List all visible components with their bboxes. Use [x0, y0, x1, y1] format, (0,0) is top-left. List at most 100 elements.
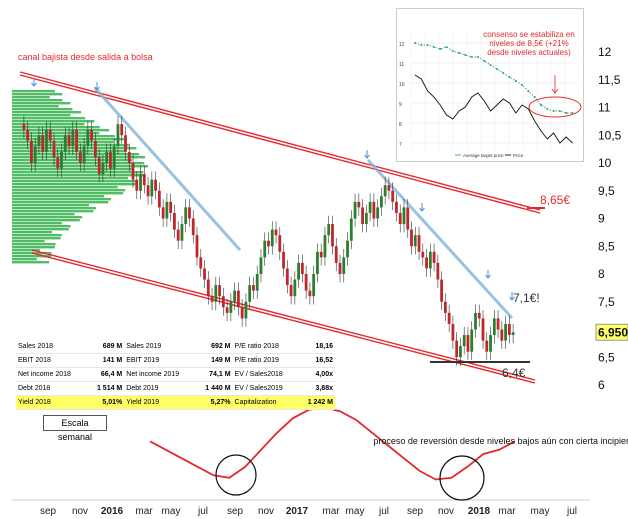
channel-line	[19, 74, 541, 214]
inset-svg: 12 11 10 9 8 7 consenso se estabiliza en nivele…	[397, 9, 583, 161]
candle-body	[180, 224, 184, 241]
arrow-icon	[509, 292, 515, 301]
profile-bar	[12, 192, 124, 195]
candle-body	[139, 174, 142, 191]
x-tick-label: jul	[566, 506, 577, 517]
candle-body	[41, 135, 45, 152]
candle-body	[252, 285, 255, 291]
arrow-icon	[364, 150, 370, 159]
profile-bar	[12, 93, 63, 96]
inset-title: consenso se estabiliza en niveles de 8,5€…	[483, 30, 575, 57]
candle-body	[334, 246, 338, 263]
candle-body	[75, 129, 78, 152]
candle-body	[67, 135, 71, 147]
candle-body	[346, 240, 349, 258]
candle-body	[466, 335, 470, 352]
candlesticks	[22, 115, 515, 366]
x-tick-label: sep	[407, 506, 424, 517]
profile-bar	[12, 255, 52, 258]
candle-body	[496, 318, 500, 330]
fundamentals-row: EBIT 2018 141 M EBIT 2019 149 M P/E ratio 20…	[16, 354, 335, 368]
profile-bar	[12, 186, 118, 189]
candle-body	[37, 135, 41, 147]
inset-target-dot	[464, 54, 467, 56]
candle-body	[109, 151, 112, 169]
candle-body	[489, 335, 492, 352]
y-tick-label: 10	[598, 156, 612, 170]
candle-body	[485, 340, 489, 352]
candle-body	[45, 129, 48, 152]
candle-body	[131, 163, 135, 180]
candle-body	[120, 124, 124, 136]
profile-bar	[12, 201, 109, 204]
candle-body	[210, 296, 214, 302]
inset-y-label: 11	[399, 62, 404, 68]
profile-bar	[12, 105, 59, 108]
fundamentals-cell: 5,27%	[195, 395, 233, 410]
x-tick-label: mar	[322, 506, 340, 517]
fundamentals-cell: P/E ratio 2019	[234, 357, 279, 364]
candle-body	[470, 329, 474, 352]
candle-body	[263, 240, 267, 258]
fundamentals-cell: 1 514 M	[96, 385, 123, 392]
inset-y-label: 9	[399, 102, 402, 108]
inset-target-dot	[552, 110, 555, 112]
candle-body	[338, 262, 342, 274]
candle-body	[165, 201, 169, 219]
fundamentals-cell: 1 242 M	[298, 395, 335, 410]
fundamentals-cell: Yield 2019	[124, 395, 196, 410]
trendline-1	[93, 86, 242, 252]
candle-body	[48, 129, 52, 141]
candle-body	[206, 279, 210, 297]
candle-body	[184, 207, 188, 225]
candle-body	[417, 235, 421, 252]
arrow-icon	[94, 82, 100, 91]
candle-body	[124, 135, 127, 152]
inset-arrow-icon	[551, 75, 559, 94]
candle-body	[376, 207, 380, 219]
profile-bar	[12, 234, 62, 237]
inset-target-dot	[508, 76, 511, 78]
fundamentals-table: Sales 2018 689 M Sales 2019 692 M P/E ratio …	[16, 340, 335, 410]
candle-body	[300, 262, 304, 274]
x-tick-label: mar	[498, 506, 516, 517]
profile-bar	[12, 198, 111, 201]
arrow-icon	[31, 78, 37, 87]
candle-body	[459, 346, 462, 358]
fundamentals-cell: EBIT 2019	[126, 357, 160, 364]
y-tick-label: 11	[598, 101, 611, 115]
candle-body	[221, 296, 225, 308]
profile-bar	[12, 117, 86, 120]
profile-bar	[12, 252, 52, 255]
volume-profile	[12, 90, 148, 264]
y-tick-label: 6,5	[598, 350, 615, 364]
candle-body	[327, 224, 331, 236]
candle-body	[188, 207, 191, 219]
profile-bar	[12, 231, 52, 234]
candle-body	[240, 307, 244, 319]
candle-body	[248, 285, 252, 302]
candle-body	[293, 279, 297, 297]
profile-bar	[12, 99, 63, 102]
candle-body	[455, 340, 459, 358]
candle-body	[278, 235, 282, 252]
profile-bar	[12, 150, 126, 153]
profile-bar	[12, 165, 148, 168]
candle-body	[410, 229, 413, 247]
inset-target-dot	[432, 46, 435, 48]
candle-body	[372, 201, 376, 219]
channel-line	[19, 71, 541, 211]
inset-target-dot	[489, 64, 492, 66]
candle-body	[229, 301, 233, 313]
fundamentals-cell: P/E ratio 2018	[234, 343, 279, 350]
fundamentals-cell: Capitalization	[232, 395, 299, 410]
candle-body	[199, 257, 203, 269]
candle-body	[282, 251, 285, 269]
inset-target-dot	[439, 48, 442, 50]
candle-body	[176, 229, 180, 241]
candle-body	[225, 307, 229, 313]
profile-bar	[12, 225, 71, 228]
inset-legend-label: Average target price	[463, 153, 504, 158]
inset-target-dot	[514, 80, 517, 82]
candle-body	[236, 290, 240, 308]
